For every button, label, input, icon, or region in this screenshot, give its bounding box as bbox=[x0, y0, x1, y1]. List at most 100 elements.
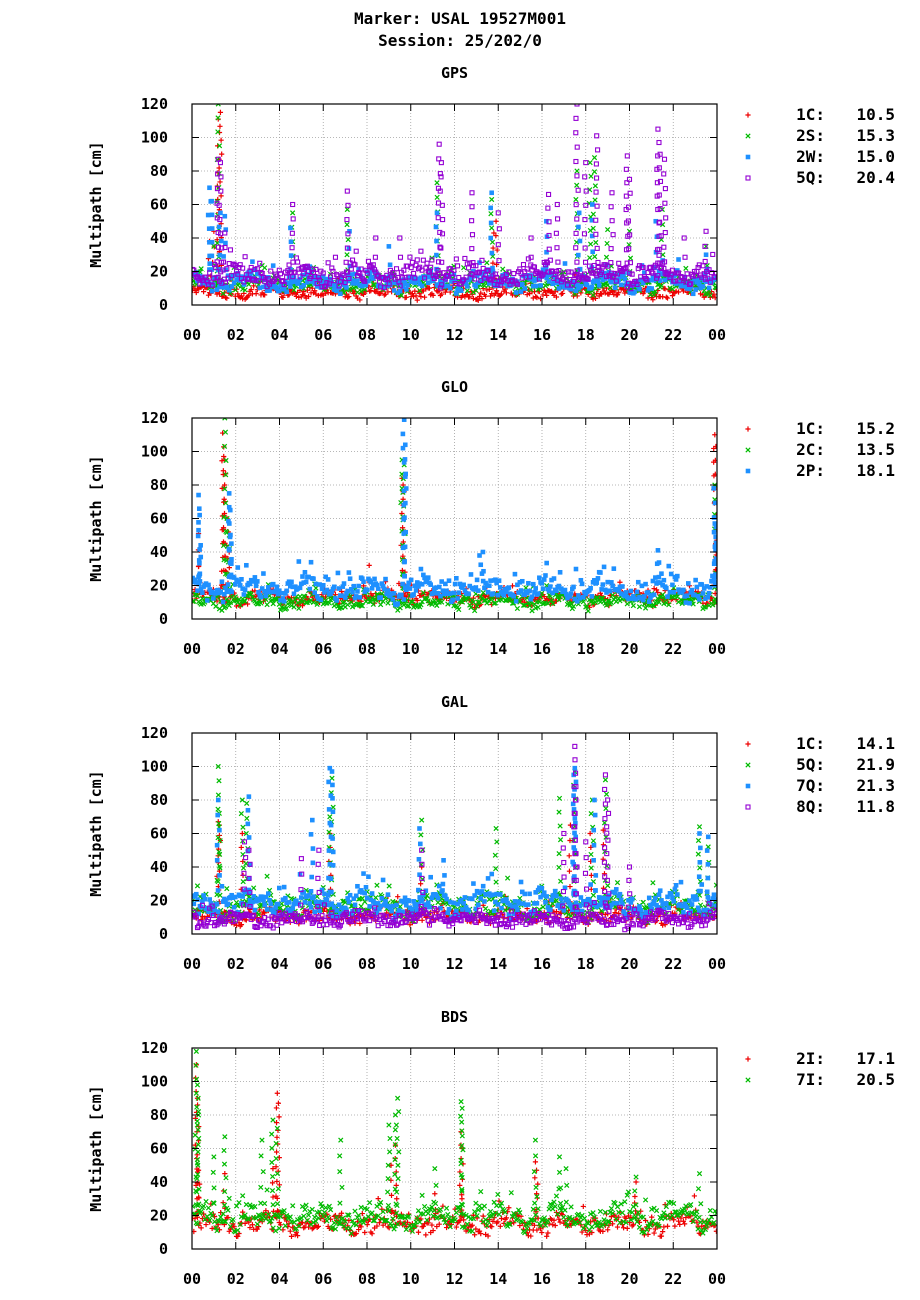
data-point bbox=[399, 567, 405, 574]
data-point bbox=[314, 284, 320, 289]
data-point bbox=[206, 226, 212, 231]
data-point bbox=[633, 278, 639, 284]
data-point bbox=[576, 285, 581, 291]
data-point bbox=[205, 212, 211, 218]
data-point bbox=[630, 602, 636, 609]
data-point bbox=[485, 589, 491, 595]
data-point bbox=[307, 901, 313, 906]
data-point bbox=[402, 457, 408, 462]
data-point bbox=[626, 246, 632, 252]
data-point bbox=[251, 283, 257, 289]
data-point bbox=[595, 259, 601, 266]
data-point bbox=[633, 596, 639, 602]
data-point bbox=[248, 903, 254, 908]
data-point bbox=[373, 894, 379, 901]
data-point bbox=[418, 602, 424, 608]
data-point bbox=[450, 274, 456, 280]
data-point bbox=[609, 218, 615, 224]
data-point bbox=[653, 575, 658, 580]
data-point bbox=[439, 231, 446, 237]
data-point bbox=[403, 486, 409, 491]
data-point bbox=[290, 905, 296, 911]
data-point bbox=[386, 244, 392, 249]
data-point bbox=[320, 270, 326, 276]
data-point bbox=[577, 266, 583, 272]
data-point bbox=[503, 290, 509, 296]
legend-label: 2P: bbox=[796, 461, 825, 480]
data-point bbox=[298, 895, 304, 900]
data-point bbox=[401, 488, 407, 494]
data-point bbox=[745, 154, 751, 160]
data-point bbox=[202, 896, 208, 902]
data-point bbox=[710, 579, 716, 584]
data-point bbox=[656, 192, 662, 198]
data-point bbox=[346, 272, 352, 278]
data-point bbox=[216, 778, 222, 784]
data-point bbox=[335, 913, 341, 919]
data-point bbox=[331, 584, 337, 590]
data-point bbox=[332, 254, 339, 260]
data-point bbox=[451, 590, 457, 596]
data-point bbox=[490, 260, 496, 266]
data-point bbox=[404, 603, 411, 609]
data-point bbox=[292, 596, 298, 603]
data-point bbox=[493, 218, 499, 224]
data-point bbox=[590, 892, 597, 898]
data-point bbox=[311, 576, 316, 582]
data-point bbox=[217, 252, 223, 258]
data-point bbox=[397, 254, 404, 260]
data-point bbox=[656, 599, 662, 605]
legend: 1C: 10.52S: 15.32W: 15.05Q: 20.4 bbox=[745, 105, 895, 187]
data-point bbox=[574, 259, 580, 265]
data-point bbox=[255, 278, 262, 284]
data-point bbox=[544, 292, 550, 299]
data-point bbox=[699, 276, 705, 281]
data-point bbox=[222, 418, 228, 421]
data-point bbox=[207, 261, 213, 266]
data-point bbox=[676, 257, 681, 262]
x-tick-label: 12 bbox=[445, 326, 463, 344]
data-point bbox=[472, 608, 478, 614]
x-tick-label: 12 bbox=[445, 640, 463, 658]
data-point bbox=[590, 292, 596, 298]
data-point bbox=[346, 570, 352, 575]
data-point bbox=[481, 275, 487, 281]
data-point bbox=[550, 601, 556, 607]
data-point bbox=[342, 280, 348, 286]
data-point bbox=[242, 287, 248, 293]
data-point bbox=[582, 174, 588, 180]
data-point bbox=[688, 281, 694, 287]
data-point bbox=[275, 591, 281, 597]
data-point bbox=[469, 246, 475, 252]
data-point bbox=[696, 281, 702, 287]
data-point bbox=[559, 290, 566, 297]
data-point bbox=[582, 259, 589, 265]
data-point bbox=[215, 792, 222, 798]
data-point bbox=[455, 287, 460, 293]
data-point bbox=[704, 584, 709, 589]
data-point bbox=[426, 269, 433, 275]
data-point bbox=[227, 534, 233, 540]
data-point bbox=[220, 468, 226, 474]
data-point bbox=[702, 258, 708, 265]
data-point bbox=[407, 254, 413, 260]
data-point bbox=[413, 293, 419, 299]
data-point bbox=[283, 895, 288, 901]
data-point bbox=[490, 245, 496, 251]
data-point bbox=[344, 221, 350, 228]
data-point bbox=[247, 898, 253, 903]
data-point bbox=[281, 286, 287, 292]
data-point bbox=[549, 268, 555, 274]
data-point bbox=[305, 279, 310, 285]
y-tick-label: 0 bbox=[159, 296, 168, 314]
data-point bbox=[426, 285, 433, 291]
data-point bbox=[196, 581, 202, 587]
data-point bbox=[342, 595, 348, 600]
data-point bbox=[574, 268, 580, 274]
data-point bbox=[490, 269, 496, 274]
data-point bbox=[270, 601, 276, 607]
data-point bbox=[713, 285, 717, 291]
data-point bbox=[345, 231, 351, 237]
data-point bbox=[364, 270, 370, 276]
